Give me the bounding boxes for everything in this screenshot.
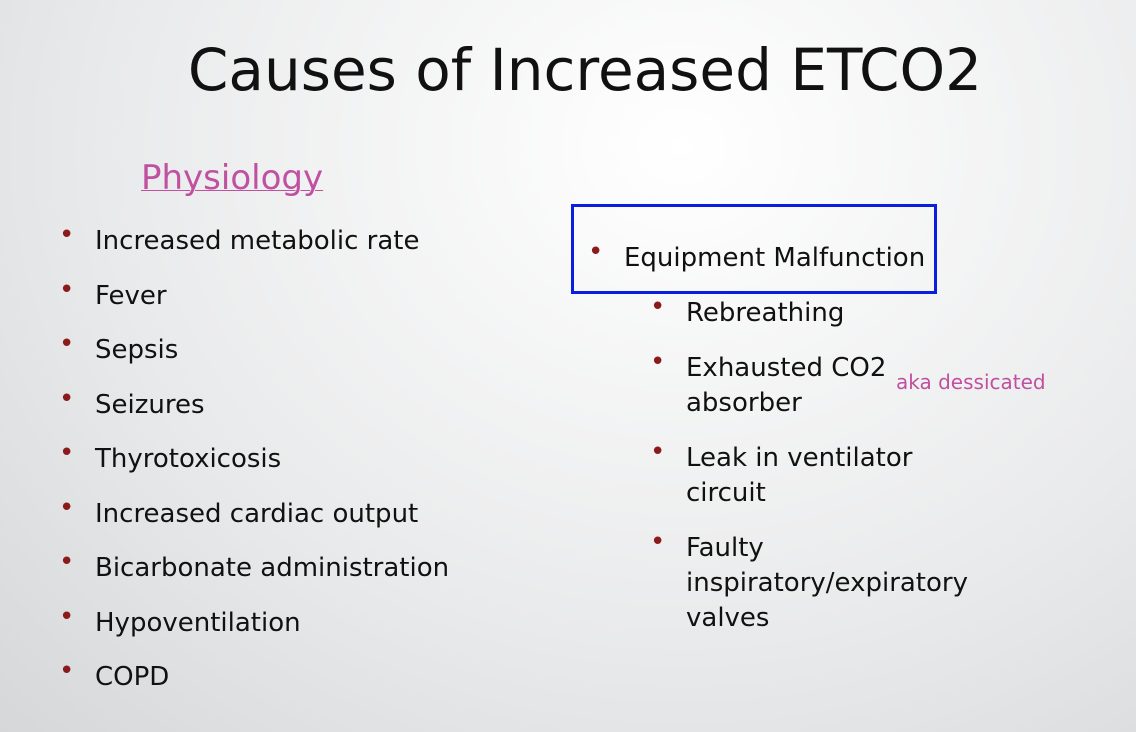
slide-title: Causes of Increased ETCO2 xyxy=(187,36,983,104)
note: aka dessicated xyxy=(896,370,1046,394)
list-item: Seizures xyxy=(59,382,449,423)
list-item: Hypoventilation xyxy=(59,600,449,641)
list-item: Exhausted CO2 absorber xyxy=(650,345,986,421)
list-item: COPD xyxy=(59,654,449,695)
list-item: Fever xyxy=(59,273,449,314)
list-item: Faulty inspiratory/expiratory valves xyxy=(650,525,986,636)
left-list: Increased metabolic rate Fever Sepsis Seizu… xyxy=(59,218,449,715)
list-item: Rebreathing xyxy=(650,290,986,331)
list-item: Bicarbonate administration xyxy=(59,545,449,586)
list-item: Sepsis xyxy=(59,327,449,368)
list-item: Thyrotoxicosis xyxy=(59,436,449,477)
right-list: Rebreathing Exhausted CO2 absorber Leak in… xyxy=(650,290,986,656)
highlight-box xyxy=(571,204,937,294)
list-item: Increased metabolic rate xyxy=(59,218,449,259)
heading: Physiology xyxy=(141,158,324,198)
list-item: Leak in ventilator circuit xyxy=(650,435,986,511)
list-item: Increased cardiac output xyxy=(59,491,449,532)
heading: Equipment Malfunction xyxy=(588,235,925,276)
